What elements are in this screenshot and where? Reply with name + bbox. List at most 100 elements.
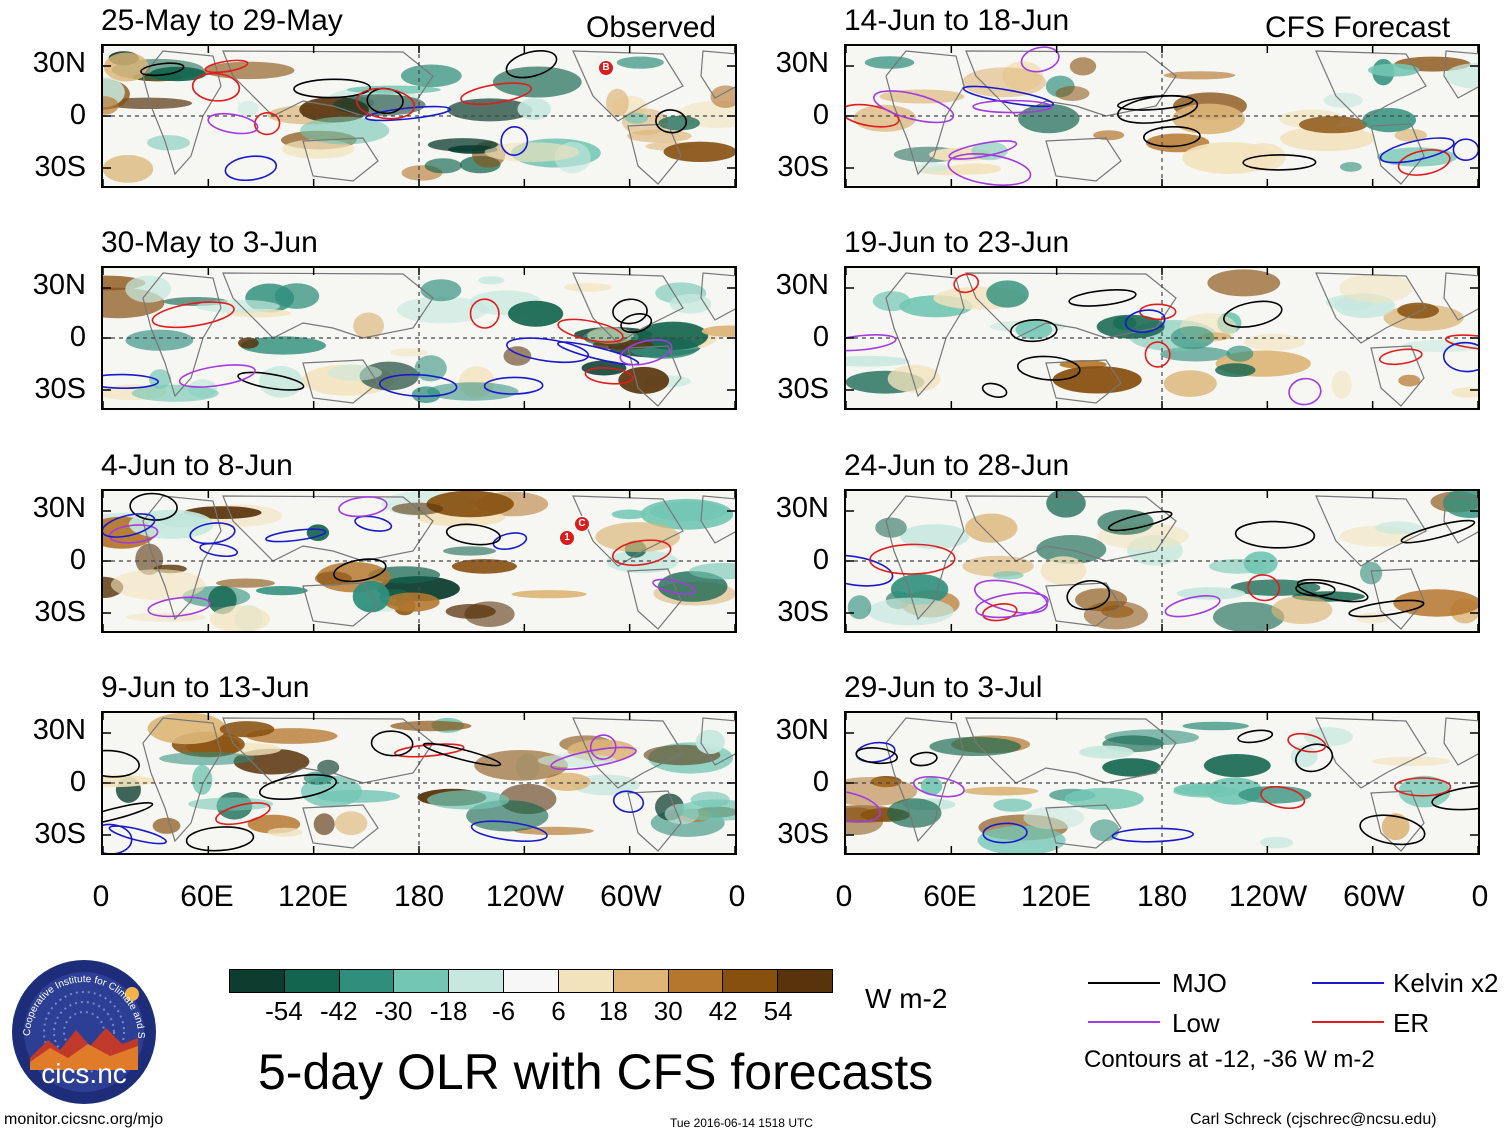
er-contour xyxy=(953,273,980,294)
olr-field xyxy=(64,712,757,855)
mjo-contour xyxy=(333,558,387,583)
olr-field xyxy=(81,490,757,633)
coastline xyxy=(572,50,684,122)
coastline xyxy=(1370,790,1425,852)
mjo-contour xyxy=(293,78,371,99)
low-contour xyxy=(912,775,965,798)
legend-low-label: Low xyxy=(1172,1008,1220,1038)
positive-olr-anomaly xyxy=(511,590,587,599)
coastline xyxy=(1370,123,1425,185)
negative-olr-anomaly xyxy=(929,737,1021,756)
coastline xyxy=(700,495,738,544)
positive-olr-anomaly xyxy=(281,139,355,159)
panel-period-title: 9-Jun to 13-Jun xyxy=(101,671,310,704)
coastline xyxy=(1443,272,1481,321)
coastline xyxy=(1045,359,1122,404)
negative-olr-anomaly xyxy=(427,138,498,152)
mjo-contour xyxy=(237,371,305,391)
negative-olr-anomaly xyxy=(196,299,280,313)
positive-olr-anomaly xyxy=(1244,333,1305,351)
low-contour xyxy=(178,364,256,388)
negative-olr-anomaly xyxy=(616,56,664,69)
negative-olr-anomaly xyxy=(420,279,462,302)
positive-olr-anomaly xyxy=(963,786,1039,796)
mjo-contour xyxy=(655,109,688,134)
positive-olr-anomaly xyxy=(663,141,737,162)
website-link[interactable]: monitor.cicsnc.org/mjo xyxy=(4,1111,164,1128)
olr-map-panel xyxy=(64,711,757,855)
coastline xyxy=(965,272,1177,339)
olr-map-panel xyxy=(65,266,757,410)
legend-low-line xyxy=(1088,1021,1160,1023)
positive-olr-anomaly xyxy=(1280,126,1375,152)
coastline xyxy=(1315,495,1427,567)
coastline xyxy=(1443,50,1481,99)
negative-olr-anomaly xyxy=(327,364,382,381)
negative-olr-anomaly xyxy=(1226,345,1254,362)
er-contour xyxy=(557,318,624,343)
negative-olr-anomaly xyxy=(478,276,505,285)
negative-olr-anomaly xyxy=(1340,162,1362,172)
mjo-contour xyxy=(1234,520,1316,549)
colorbar-swatch xyxy=(394,970,450,992)
legend-er-label: ER xyxy=(1393,1008,1430,1038)
lon-tick-label: 120W xyxy=(1228,880,1308,913)
coastline xyxy=(965,717,1177,784)
mjo-contour xyxy=(129,492,178,521)
negative-olr-anomaly xyxy=(517,98,552,120)
positive-olr-anomaly xyxy=(823,777,918,806)
negative-olr-anomaly xyxy=(443,546,496,556)
er-contour xyxy=(1247,574,1281,602)
olr-map-panel xyxy=(840,44,1508,188)
mjo-contour xyxy=(612,298,648,325)
coastline xyxy=(965,495,1177,562)
colorbar-swatch xyxy=(449,970,505,992)
mjo-contour xyxy=(1223,300,1283,328)
negative-olr-anomaly xyxy=(1203,754,1271,778)
negative-olr-anomaly xyxy=(508,300,564,327)
positive-olr-anomaly xyxy=(1182,142,1277,174)
positive-olr-anomaly xyxy=(1398,374,1421,387)
er-contour xyxy=(460,82,532,106)
low-contour xyxy=(147,596,211,618)
negative-olr-anomaly xyxy=(537,753,617,768)
coastline xyxy=(572,717,684,789)
lon-tick-label: 0 xyxy=(835,880,853,913)
observed-label: Observed xyxy=(586,11,717,44)
mjo-contour xyxy=(505,50,558,79)
panel-period-title: 4-Jun to 8-Jun xyxy=(101,449,293,482)
coastline xyxy=(1045,582,1122,627)
kelvin-contour xyxy=(492,532,528,551)
colorbar-swatch xyxy=(284,970,340,992)
kelvin-contour xyxy=(199,542,239,558)
er-contour xyxy=(394,743,465,758)
lat-tick-label: 0 xyxy=(812,321,829,353)
negative-olr-anomaly xyxy=(1015,320,1053,340)
lon-tick-label: 60W xyxy=(1343,880,1405,913)
low-contour xyxy=(338,496,388,518)
coastline xyxy=(222,50,434,117)
positive-olr-anomaly xyxy=(1163,370,1217,397)
low-contour xyxy=(973,579,1049,614)
positive-olr-anomaly xyxy=(1299,116,1368,134)
negative-olr-anomaly xyxy=(1290,745,1318,768)
coastline xyxy=(222,272,434,339)
positive-olr-anomaly xyxy=(384,592,440,612)
kelvin-contour xyxy=(500,126,529,156)
negative-olr-anomaly xyxy=(1362,108,1416,133)
coastline xyxy=(1443,495,1481,544)
negative-olr-anomaly xyxy=(872,291,911,312)
negative-olr-anomaly xyxy=(1176,587,1246,600)
positive-olr-anomaly xyxy=(110,569,206,600)
negative-olr-anomaly xyxy=(149,369,172,389)
olr-map-panel xyxy=(825,266,1510,410)
coastline xyxy=(572,272,684,344)
negative-olr-anomaly xyxy=(1046,488,1086,518)
colorbar-swatch xyxy=(668,970,724,992)
positive-olr-anomaly xyxy=(135,543,164,575)
positive-olr-anomaly xyxy=(390,348,429,357)
negative-olr-anomaly xyxy=(427,790,510,810)
positive-olr-anomaly xyxy=(1451,387,1486,398)
positive-olr-anomaly xyxy=(1163,71,1236,80)
kelvin-contour xyxy=(612,790,645,813)
